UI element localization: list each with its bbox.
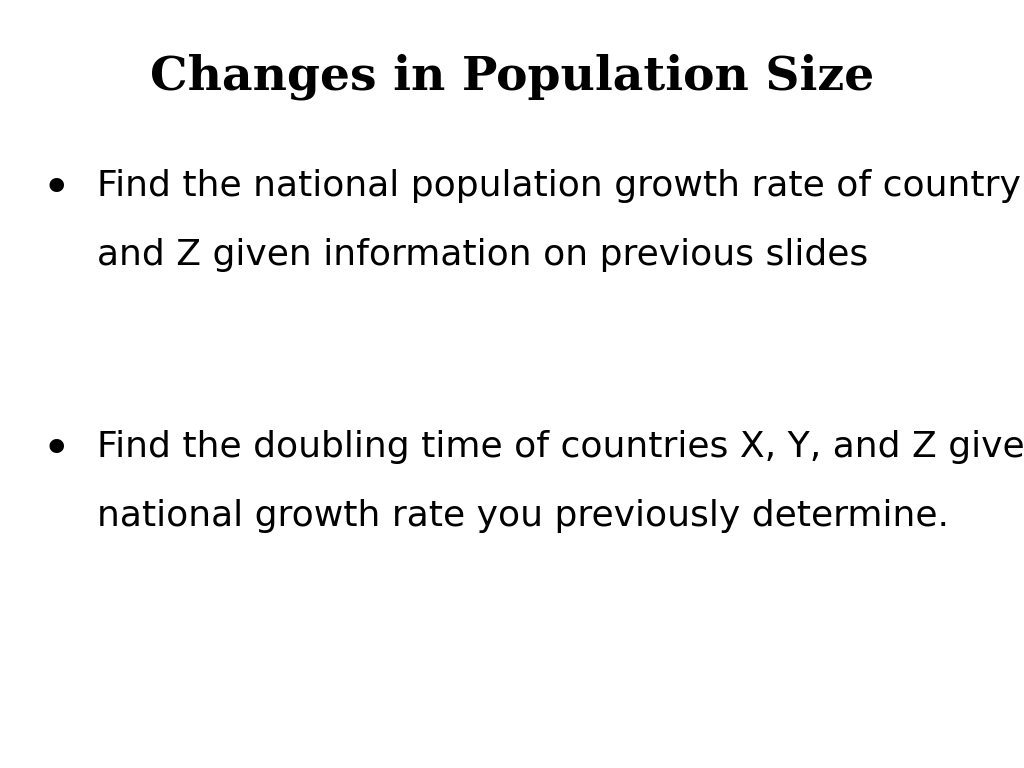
Text: Changes in Population Size: Changes in Population Size bbox=[150, 54, 874, 101]
Text: •: • bbox=[42, 426, 71, 475]
Text: Find the doubling time of countries X, Y, and Z given the: Find the doubling time of countries X, Y… bbox=[97, 430, 1024, 464]
Text: Find the national population growth rate of country X, Y,: Find the national population growth rate… bbox=[97, 169, 1024, 203]
Text: national growth rate you previously determine.: national growth rate you previously dete… bbox=[97, 499, 949, 533]
Text: •: • bbox=[42, 165, 71, 214]
Text: and Z given information on previous slides: and Z given information on previous slid… bbox=[97, 238, 868, 272]
